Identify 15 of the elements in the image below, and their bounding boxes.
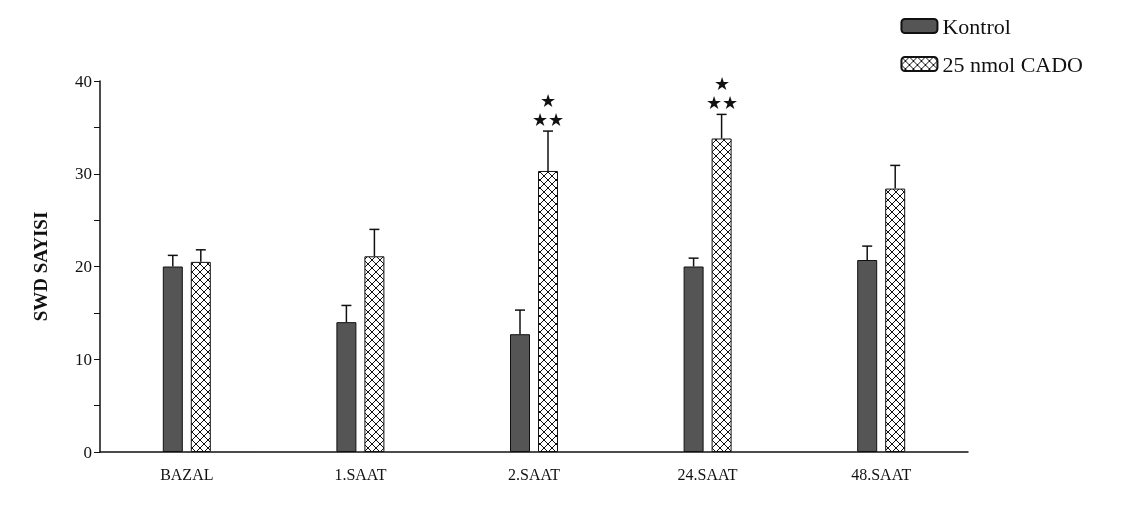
y-tick-label: 10 — [75, 349, 92, 369]
y-tick-label: 40 — [75, 71, 92, 91]
annotation: ★ ★★ — [532, 90, 564, 130]
y-tick-label: 20 — [75, 257, 92, 276]
x-tick-label: 2.SAAT — [507, 465, 561, 483]
y-tick-label: 30 — [75, 164, 92, 184]
y-axis-title: SWD SAYISI — [30, 211, 51, 322]
y-tick-label: 0 — [83, 442, 92, 462]
legend-label: 25 nmol CADO — [942, 51, 1083, 77]
legend-label: Kontrol — [942, 13, 1011, 39]
x-tick-label: 24.SAAT — [677, 465, 738, 483]
x-tick-label: BAZAL — [160, 465, 214, 483]
x-tick-label: 1.SAAT — [334, 465, 387, 483]
annotation: ★ ★★ — [705, 73, 738, 113]
x-tick-label: 48.SAAT — [851, 465, 912, 483]
